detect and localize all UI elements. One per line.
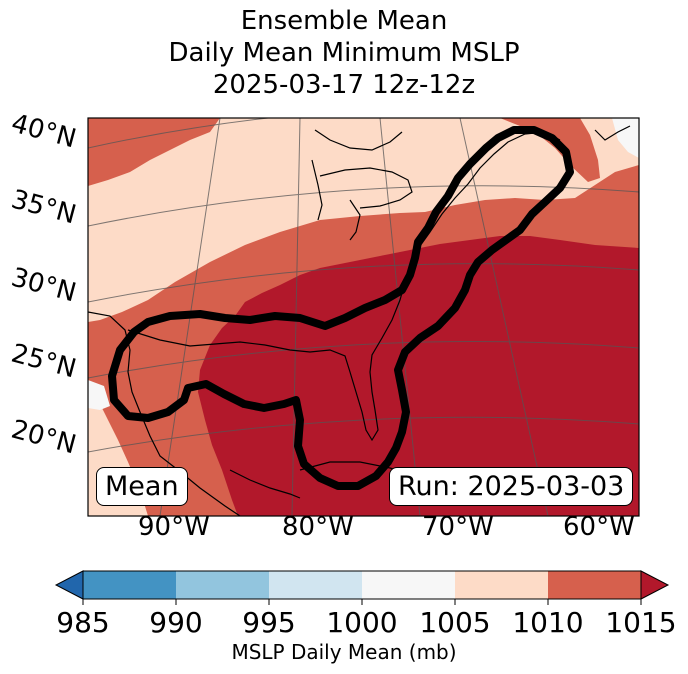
pressure-band-1010-1015-nw xyxy=(88,118,220,186)
pressure-band-1000-1005-w xyxy=(88,380,110,410)
pressure-band-1010-1015-ne xyxy=(500,118,600,182)
colorbar-label: MSLP Daily Mean (mb) xyxy=(231,640,457,664)
graticule xyxy=(88,118,639,516)
colorbar-band-995-1000 xyxy=(269,571,362,599)
colorbar-tick-985: 985 xyxy=(56,606,110,639)
title-line-2: Daily Mean Minimum MSLP xyxy=(168,38,520,68)
colorbar-tick-1000: 1000 xyxy=(326,606,398,639)
lon-label-70w: 70°W xyxy=(422,512,494,542)
colorbar-tick-995: 995 xyxy=(242,606,296,639)
pressure-band-1000-1005-ne xyxy=(612,118,639,158)
colorbar xyxy=(54,570,670,605)
colorbar-over-arrow xyxy=(640,570,670,600)
lon-label-90w: 90°W xyxy=(138,512,210,542)
lon-label-80w: 80°W xyxy=(282,512,354,542)
pressure-band-1005-1010 xyxy=(88,118,639,516)
colorbar-band-1010-1015 xyxy=(548,571,641,599)
title-line-3: 2025-03-17 12z-12z xyxy=(212,70,476,100)
colorbar-tick-1015: 1015 xyxy=(605,606,677,639)
colorbar-under-arrow xyxy=(54,570,84,600)
colorbar-tick-1005: 1005 xyxy=(419,606,491,639)
lon-label-60w: 60°W xyxy=(563,512,635,542)
colorbar-tick-990: 990 xyxy=(149,606,203,639)
colorbar-band-1000-1005 xyxy=(362,571,455,599)
colorbar-band-1005-1010 xyxy=(455,571,548,599)
colorbar-band-985-990 xyxy=(83,571,176,599)
run-date-box-label: Run: 2025-03-03 xyxy=(389,467,634,506)
mean-box-label: Mean xyxy=(96,467,188,506)
colorbar-band-990-995 xyxy=(176,571,269,599)
colorbar-tick-1010: 1010 xyxy=(512,606,584,639)
ensemble-outline xyxy=(108,126,574,490)
title-line-1: Ensemble Mean xyxy=(240,6,448,36)
